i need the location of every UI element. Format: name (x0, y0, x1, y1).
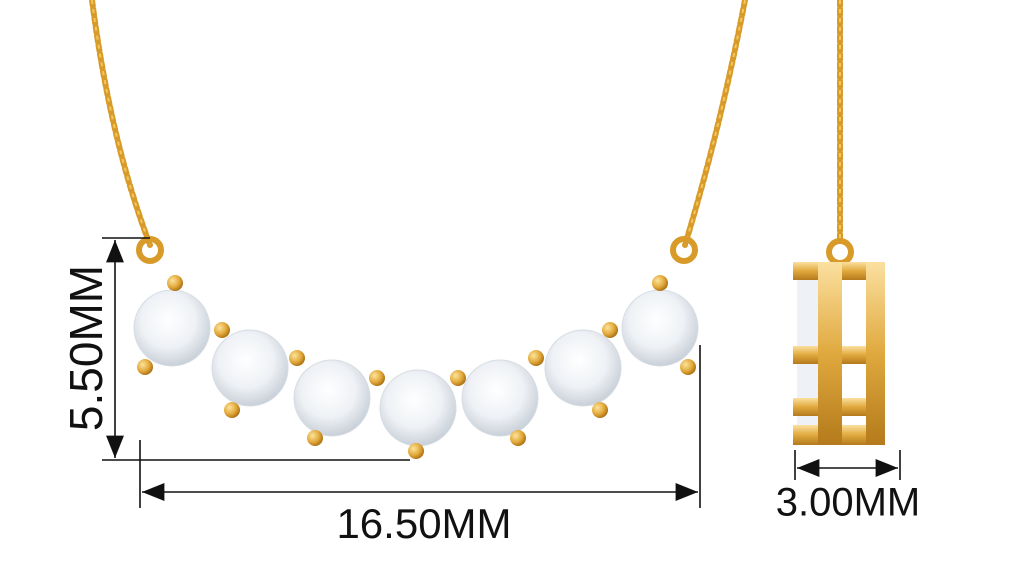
necklace-side (793, 0, 885, 445)
dimension-lines (102, 237, 901, 508)
prongs (137, 275, 696, 459)
width-label: 16.50MM (336, 500, 511, 547)
stones (133, 289, 699, 447)
jump-ring (670, 236, 698, 264)
chain-left (89, 0, 153, 248)
chain-right (682, 0, 748, 248)
height-label: 5.50MM (60, 265, 112, 431)
necklace-front (89, 0, 748, 459)
jump-ring (136, 236, 164, 264)
depth-label: 3.00MM (776, 481, 921, 525)
